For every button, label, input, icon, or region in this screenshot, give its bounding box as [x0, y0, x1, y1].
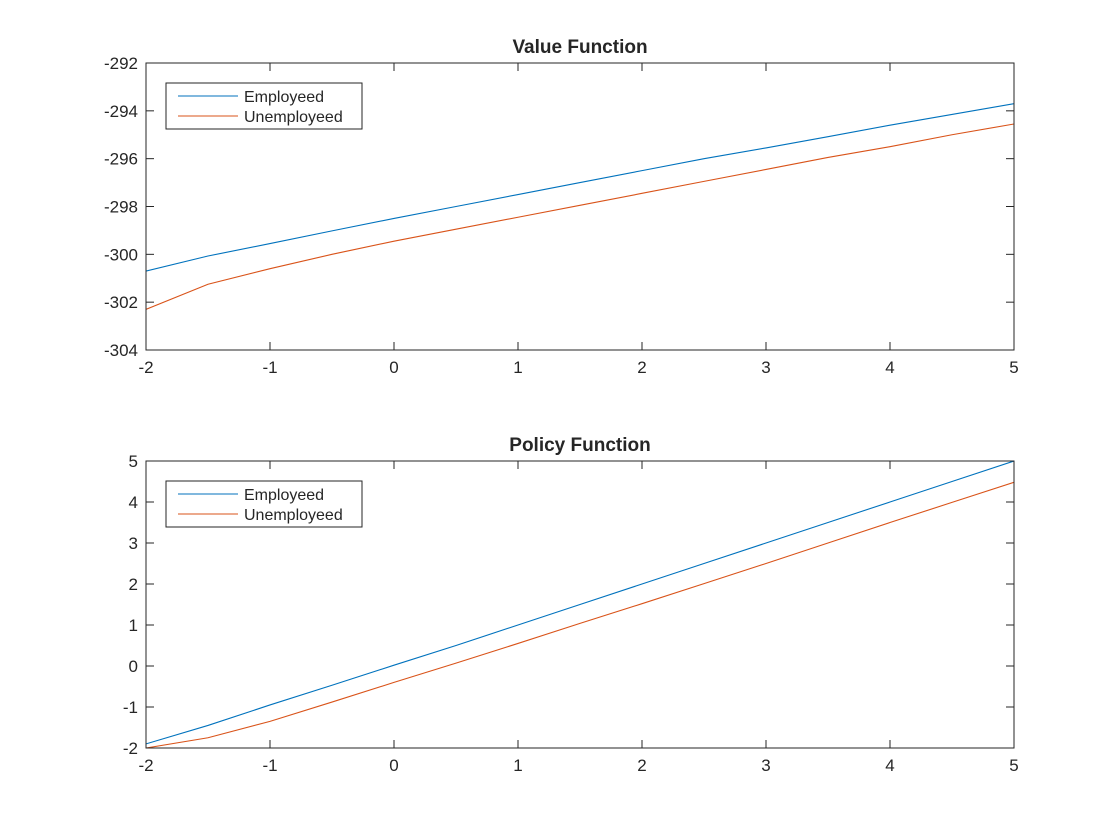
- policy-function-x-tick-label: 2: [637, 756, 646, 775]
- policy-function-x-tick-label: 0: [389, 756, 398, 775]
- policy-function-y-tick-label: 0: [129, 657, 138, 676]
- value-function-x-tick-label: -2: [138, 358, 153, 377]
- value-function-title: Value Function: [512, 37, 647, 58]
- value-function-legend-label-unemployed: Unemployeed: [244, 109, 343, 126]
- value-function-y-tick-label: -298: [104, 198, 138, 217]
- policy-function-legend-box: [165, 480, 363, 528]
- value-function-legend-box: [165, 82, 363, 130]
- value-function-series-employed-line: [146, 103, 1014, 272]
- value-function-legend-label-employed: Employeed: [244, 89, 324, 106]
- value-function-y-tick-label: -292: [104, 54, 138, 73]
- policy-function-y-tick-label: 2: [129, 575, 138, 594]
- policy-function-x-tick-label: 1: [513, 756, 522, 775]
- value-function-y-tick-label: -300: [104, 245, 138, 264]
- policy-function-x-tick-label: -1: [262, 756, 277, 775]
- value-function-chart: Value Function -2 -1 0 1 2 3 4 5 -304 -302 -300 -298…: [104, 37, 1019, 377]
- policy-function-y-tick-label: -2: [123, 739, 138, 758]
- value-function-y-tick-label: -304: [104, 341, 138, 360]
- policy-function-legend: Employeed Unemployeed: [165, 480, 363, 528]
- value-function-y-tick-label: -294: [104, 102, 138, 121]
- policy-function-y-tick-label: 3: [129, 534, 138, 553]
- value-function-x-tick-label: 5: [1009, 358, 1018, 377]
- value-function-x-tick-label: 1: [513, 358, 522, 377]
- value-function-x-tick-label: 2: [637, 358, 646, 377]
- policy-function-y-tick-label: 1: [129, 616, 138, 635]
- policy-function-axes-frame: [145, 460, 1015, 749]
- policy-function-x-tick-label: 3: [761, 756, 770, 775]
- policy-function-legend-label-unemployed: Unemployeed: [244, 507, 343, 524]
- value-function-x-tick-label: -1: [262, 358, 277, 377]
- value-function-legend: Employeed Unemployeed: [165, 82, 363, 130]
- value-function-x-tick-label: 0: [389, 358, 398, 377]
- value-function-x-tick-label: 4: [885, 358, 894, 377]
- policy-function-y-tick-label: -1: [123, 698, 138, 717]
- policy-function-legend-label-employed: Employeed: [244, 487, 324, 504]
- value-function-y-tick-label: -302: [104, 293, 138, 312]
- value-function-x-tick-label: 3: [761, 358, 770, 377]
- policy-function-series-employed-line: [146, 461, 1014, 745]
- policy-function-y-tick-label: 5: [129, 452, 138, 471]
- policy-function-x-tick-label: -2: [138, 756, 153, 775]
- policy-function-y-tick-label: 4: [129, 493, 138, 512]
- policy-function-x-tick-label: 5: [1009, 756, 1018, 775]
- policy-function-title: Policy Function: [509, 435, 650, 456]
- policy-function-x-tick-label: 4: [885, 756, 894, 775]
- value-function-series-unemployed-line: [146, 123, 1014, 310]
- policy-function-chart: Policy Function -2 -1 0 1 2 3 4 5 -2 -1 0 1 2 3 4 5 Emplo…: [123, 435, 1019, 775]
- policy-function-series-unemployed-line: [146, 481, 1014, 748]
- value-function-y-tick-label: -296: [104, 150, 138, 169]
